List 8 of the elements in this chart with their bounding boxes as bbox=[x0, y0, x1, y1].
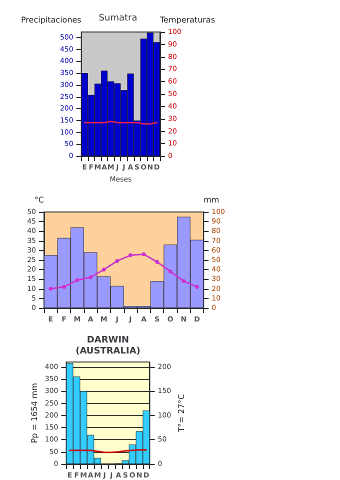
y2-axis-title: T°= 27°C bbox=[177, 394, 186, 433]
y-axis-title: Precipitaciones bbox=[20, 16, 82, 24]
chart-title: Sumatra bbox=[98, 14, 138, 24]
y2-axis-title: Temperaturas bbox=[159, 16, 215, 24]
y-axis-title: Pp = 1654 mm bbox=[30, 382, 39, 444]
chart-title: DARWIN (AUSTRALIA) bbox=[76, 336, 140, 356]
y2-axis-title: mm bbox=[204, 196, 220, 204]
y-axis-title: °C bbox=[34, 196, 44, 204]
